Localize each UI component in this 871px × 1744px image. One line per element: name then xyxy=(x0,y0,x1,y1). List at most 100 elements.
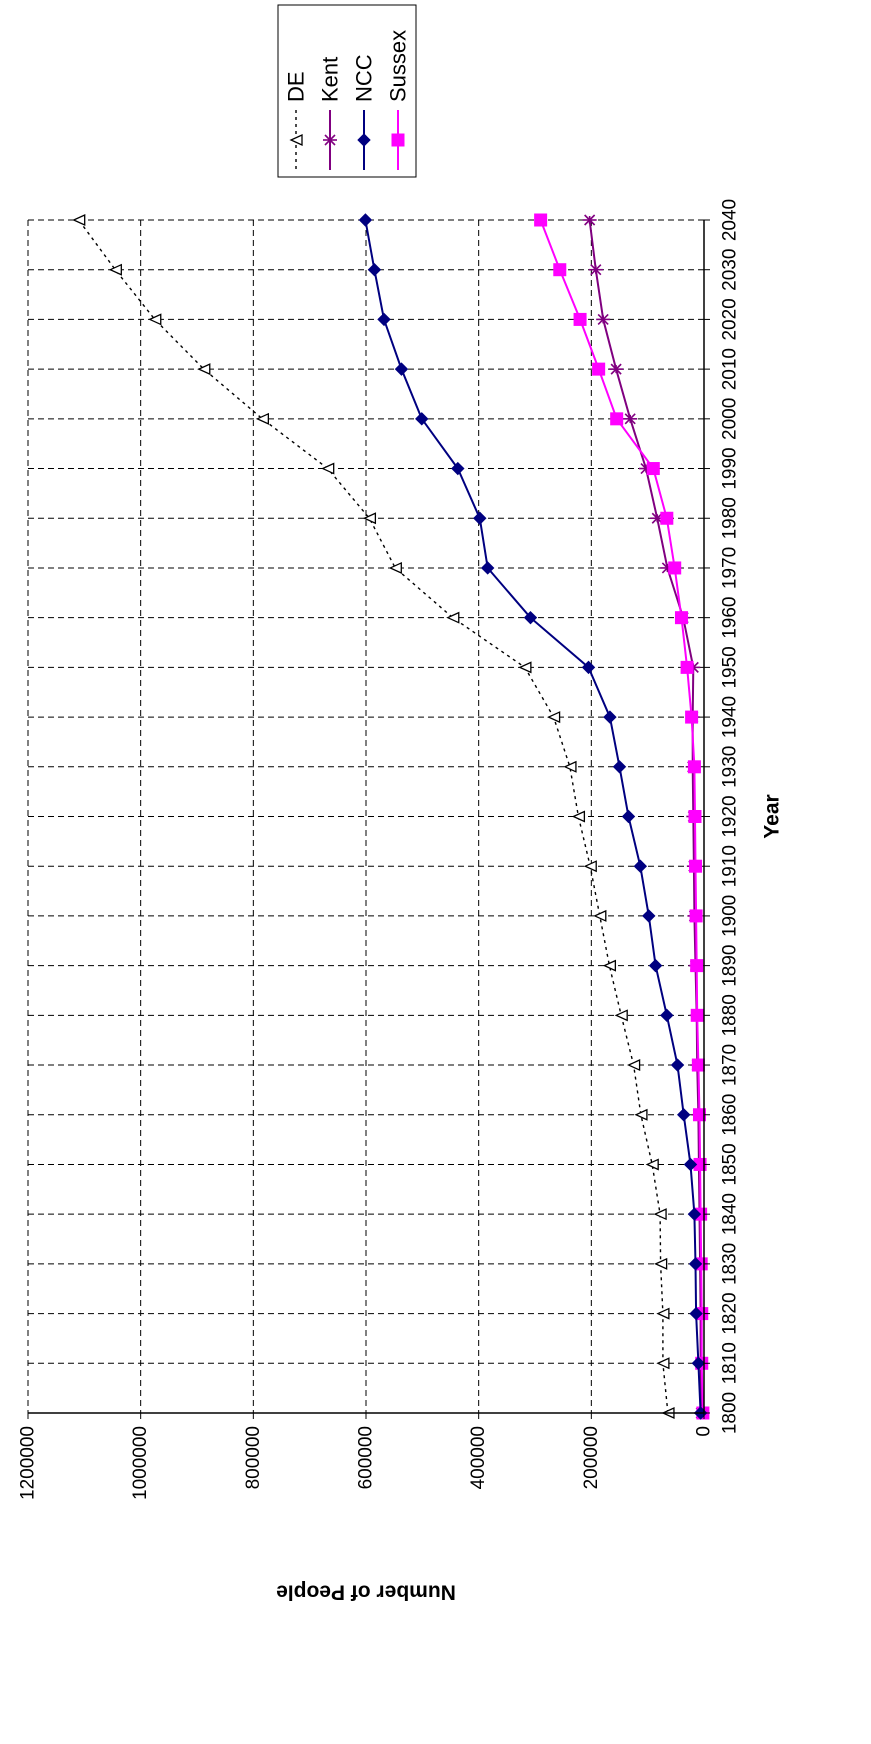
point-ncc-1960 xyxy=(523,610,538,625)
year-tick-label-2000: 2000 xyxy=(720,398,741,440)
point-sussex-1920 xyxy=(688,810,702,823)
year-tick-label-2040: 2040 xyxy=(720,199,741,241)
point-de-1850 xyxy=(645,1158,659,1171)
point-kent-2000 xyxy=(623,413,638,425)
year-tick-label-1900: 1900 xyxy=(720,895,741,937)
legend-marker-de xyxy=(289,133,303,147)
point-de-1990 xyxy=(321,462,335,475)
point-de-1920 xyxy=(571,810,586,823)
point-sussex-1990 xyxy=(646,462,660,476)
point-ncc-2000 xyxy=(415,412,429,426)
value-tick-label-800000: 800000 xyxy=(243,1426,264,1489)
value-tick-label-0: 0 xyxy=(694,1426,715,1437)
point-de-1930 xyxy=(563,760,577,773)
year-tick-label-1860: 1860 xyxy=(720,1094,741,1136)
point-ncc-1990 xyxy=(451,461,465,476)
value-tick-label-400000: 400000 xyxy=(468,1426,489,1489)
point-de-2030 xyxy=(108,263,122,276)
year-tick-label-1870: 1870 xyxy=(720,1044,741,1086)
point-sussex-1890 xyxy=(690,959,704,973)
point-sussex-1980 xyxy=(660,511,674,525)
value-tick-label-1000000: 1000000 xyxy=(130,1426,151,1500)
point-ncc-2020 xyxy=(377,312,391,327)
year-tick-label-1880: 1880 xyxy=(720,994,741,1036)
point-de-1900 xyxy=(593,909,607,922)
point-ncc-1930 xyxy=(612,760,627,774)
year-tick-label-1820: 1820 xyxy=(720,1292,741,1334)
point-de-1960 xyxy=(446,611,460,624)
series-ncc xyxy=(358,213,708,1420)
point-de-1910 xyxy=(583,860,597,873)
point-de-2020 xyxy=(148,313,162,326)
year-tick-label-1950: 1950 xyxy=(720,646,741,688)
point-sussex-2040 xyxy=(534,213,548,227)
legend-label-sussex: Sussex xyxy=(386,30,411,102)
legend: DE Kent NCC Sussex xyxy=(277,4,417,178)
year-tick-label-1850: 1850 xyxy=(720,1143,741,1185)
point-sussex-1870 xyxy=(691,1058,705,1072)
axes xyxy=(27,219,710,1419)
point-sussex-2030 xyxy=(553,263,567,277)
series-de xyxy=(72,213,675,1420)
year-tick-label-1830: 1830 xyxy=(720,1243,741,1285)
legend-label-ncc: NCC xyxy=(352,54,377,102)
year-tick-label-2030: 2030 xyxy=(720,249,741,291)
point-de-1810 xyxy=(656,1357,670,1370)
point-sussex-1960 xyxy=(674,611,688,625)
point-ncc-2010 xyxy=(394,362,409,376)
point-ncc-1890 xyxy=(648,958,663,973)
point-sussex-1880 xyxy=(690,1008,704,1022)
point-ncc-1880 xyxy=(660,1008,674,1023)
point-sussex-1940 xyxy=(685,710,699,724)
point-de-1950 xyxy=(518,661,532,674)
point-de-2010 xyxy=(197,363,211,376)
year-tick-label-1940: 1940 xyxy=(720,696,741,738)
legend-label-de: DE xyxy=(284,71,309,102)
point-de-2040 xyxy=(72,213,86,227)
point-kent-2020 xyxy=(596,313,611,325)
year-tick-label-1840: 1840 xyxy=(720,1193,741,1235)
point-ncc-2040 xyxy=(358,213,373,227)
legend-marker-sussex xyxy=(391,133,405,147)
x-axis-title: Year xyxy=(761,794,784,838)
point-ncc-2030 xyxy=(367,263,382,277)
legend-box xyxy=(277,4,417,178)
point-de-1890 xyxy=(602,959,617,972)
point-de-1880 xyxy=(614,1009,628,1022)
point-sussex-2020 xyxy=(573,312,587,326)
tick-labels: 1800 1810 1820 1830 1840 1850 1860 1870 1880 1890… xyxy=(18,199,741,1500)
point-sussex-1910 xyxy=(689,859,703,873)
year-tick-label-1970: 1970 xyxy=(720,547,741,589)
point-de-1820 xyxy=(656,1307,670,1320)
point-kent-2010 xyxy=(609,363,624,375)
point-ncc-1970 xyxy=(480,561,495,575)
point-de-1860 xyxy=(634,1108,648,1121)
year-tick-label-1800: 1800 xyxy=(720,1392,741,1434)
point-ncc-1830 xyxy=(688,1257,703,1271)
point-de-2000 xyxy=(255,412,269,425)
value-tick-label-600000: 600000 xyxy=(356,1426,377,1489)
point-ncc-1860 xyxy=(677,1108,691,1122)
year-tick-label-1960: 1960 xyxy=(720,597,741,639)
point-de-1980 xyxy=(362,512,377,525)
year-tick-label-1990: 1990 xyxy=(720,447,741,489)
point-ncc-1870 xyxy=(670,1058,685,1072)
point-de-1830 xyxy=(654,1257,668,1270)
point-ncc-1820 xyxy=(689,1306,703,1321)
point-de-1940 xyxy=(547,711,561,724)
year-tick-label-1890: 1890 xyxy=(720,944,741,986)
value-tick-label-1200000: 1200000 xyxy=(18,1426,39,1500)
point-ncc-1940 xyxy=(603,710,617,724)
point-sussex-2010 xyxy=(592,362,606,376)
year-tick-label-1920: 1920 xyxy=(720,795,741,837)
point-sussex-2000 xyxy=(610,412,624,426)
point-sussex-1930 xyxy=(687,760,701,774)
legend-marker-kent xyxy=(323,134,337,146)
axis-titles: Year Number of People xyxy=(276,794,783,1603)
point-de-1870 xyxy=(627,1059,641,1072)
point-sussex-1950 xyxy=(680,660,694,674)
point-kent-2030 xyxy=(588,264,603,276)
point-ncc-1950 xyxy=(581,660,596,675)
